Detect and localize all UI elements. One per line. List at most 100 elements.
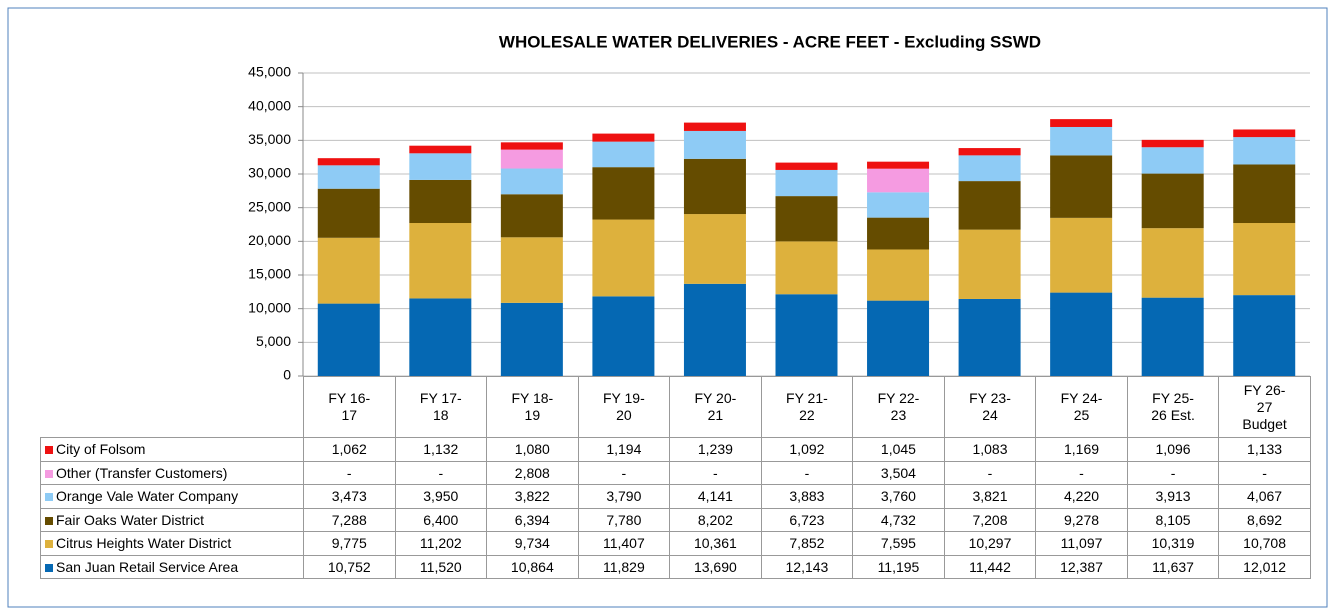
legend-key bbox=[45, 469, 53, 478]
bar-segment bbox=[500, 168, 563, 195]
series-name-cell: City of Folsom bbox=[40, 437, 304, 462]
bar-segment bbox=[1050, 126, 1113, 156]
bar-segment bbox=[592, 167, 655, 220]
value-cell: 1,092 bbox=[760, 437, 854, 462]
bar-segment bbox=[775, 241, 838, 295]
value-cell: 10,708 bbox=[1218, 531, 1311, 556]
bar-segment bbox=[867, 217, 930, 250]
bar-segment bbox=[500, 237, 563, 303]
frame bbox=[7, 7, 1328, 608]
value-cell: 7,288 bbox=[303, 507, 396, 532]
value-cell: 7,852 bbox=[760, 531, 854, 556]
value-cell: 10,319 bbox=[1126, 531, 1220, 556]
blank-cell bbox=[41, 377, 304, 438]
category-cell: FY 23-24 bbox=[943, 376, 1037, 438]
legend-label: Other (Transfer Customers) bbox=[56, 464, 228, 481]
y-tick-label: 0 bbox=[283, 367, 291, 383]
value-cell: 9,278 bbox=[1035, 507, 1128, 532]
bar-segment bbox=[1050, 217, 1113, 293]
bar-segment bbox=[775, 196, 838, 242]
value-cell: 2,808 bbox=[486, 460, 579, 485]
value-cell: 6,723 bbox=[760, 507, 854, 532]
bar-segment bbox=[409, 298, 472, 376]
bar-segment bbox=[1141, 139, 1204, 148]
x-tick-label: FY 17-18 bbox=[419, 390, 462, 423]
value-cell: 9,734 bbox=[486, 531, 579, 556]
value-cell: 7,208 bbox=[943, 507, 1037, 532]
value-cell: - bbox=[1126, 460, 1220, 485]
value-cell: 3,760 bbox=[852, 484, 945, 509]
category-cell: FY 22-23 bbox=[852, 376, 945, 438]
value-cell: - bbox=[943, 460, 1037, 485]
value-cell: 3,821 bbox=[943, 484, 1037, 509]
y-tick-label: 35,000 bbox=[248, 131, 291, 147]
bar-segment bbox=[683, 122, 746, 131]
bar-segment bbox=[958, 155, 1021, 182]
legend-key bbox=[45, 446, 53, 455]
value-cell: 4,220 bbox=[1035, 484, 1128, 509]
bar-segment bbox=[1233, 164, 1296, 224]
bar-segment bbox=[592, 219, 655, 297]
value-cell: 1,133 bbox=[1218, 437, 1311, 462]
value-cell: 11,829 bbox=[577, 554, 671, 579]
bar-segment bbox=[592, 133, 655, 142]
bar-segment bbox=[867, 168, 930, 193]
y-tick-label: 5,000 bbox=[256, 333, 291, 349]
value-cell: 8,692 bbox=[1218, 507, 1311, 532]
value-cell: 12,387 bbox=[1035, 554, 1128, 579]
value-cell: 9,775 bbox=[303, 531, 396, 556]
legend-label: Fair Oaks Water District bbox=[56, 511, 205, 528]
bar-segment bbox=[683, 283, 746, 376]
table-row: City of Folsom 1,062 1,132 1,080 1,194 1,239 1… bbox=[40, 437, 1311, 462]
bar-segment bbox=[1141, 147, 1204, 174]
value-cell: 4,067 bbox=[1218, 484, 1311, 509]
x-tick-label: FY 22-23 bbox=[877, 390, 920, 423]
value-cell: 1,239 bbox=[669, 437, 762, 462]
bar-segment bbox=[683, 158, 746, 215]
value-cell: 3,950 bbox=[394, 484, 488, 509]
bar-segment bbox=[592, 141, 655, 168]
category-cell: FY 24-25 bbox=[1035, 376, 1128, 438]
legend-label: San Juan Retail Service Area bbox=[56, 558, 239, 575]
bar-segment bbox=[1050, 155, 1113, 218]
bar-segment bbox=[1233, 223, 1296, 296]
bar-segment bbox=[409, 223, 472, 299]
bar-segment bbox=[775, 162, 838, 170]
value-cell: - bbox=[1218, 460, 1311, 485]
table-row: Other (Transfer Customers) - -2,808- - -3,50… bbox=[40, 460, 1311, 485]
series-name-cell: Fair Oaks Water District bbox=[40, 507, 304, 532]
value-cell: 10,297 bbox=[943, 531, 1037, 556]
x-tick-label: FY 19-20 bbox=[602, 390, 645, 423]
bar-segment bbox=[1141, 173, 1204, 229]
x-tick-label: FY 23-24 bbox=[969, 390, 1011, 423]
bar-segment bbox=[867, 300, 930, 376]
value-cell: 11,097 bbox=[1035, 531, 1128, 556]
bar-segment bbox=[683, 214, 746, 284]
value-cell: - bbox=[394, 460, 488, 485]
bar-segment bbox=[1141, 297, 1204, 376]
y-tick-label: 20,000 bbox=[248, 232, 291, 248]
value-cell: 10,752 bbox=[303, 554, 396, 579]
value-cell: 11,637 bbox=[1126, 554, 1220, 579]
bar-segment bbox=[500, 302, 563, 376]
x-tick-label: FY 25-26 Est. bbox=[1151, 390, 1195, 423]
bar-segment bbox=[500, 149, 563, 169]
value-cell: - bbox=[1035, 460, 1128, 485]
bar-segment bbox=[1233, 129, 1296, 138]
value-cell: 12,143 bbox=[760, 554, 854, 579]
bar-segment bbox=[867, 161, 930, 169]
bar-segment bbox=[317, 303, 380, 376]
value-cell: 1,169 bbox=[1035, 437, 1128, 462]
value-cell: 7,595 bbox=[852, 531, 945, 556]
bar-segment bbox=[409, 153, 472, 180]
value-cell: 3,790 bbox=[577, 484, 671, 509]
table-row: San Juan Retail Service Area 10,752 11,520… bbox=[40, 554, 1311, 579]
category-cell: FY 16-17 bbox=[303, 376, 396, 438]
y-tick-label: 15,000 bbox=[248, 266, 291, 282]
value-cell: 11,520 bbox=[394, 554, 488, 579]
value-cell: 4,141 bbox=[669, 484, 762, 509]
y-tick-label: 40,000 bbox=[248, 97, 291, 113]
legend-key bbox=[45, 563, 53, 572]
value-cell: 13,690 bbox=[669, 554, 762, 579]
